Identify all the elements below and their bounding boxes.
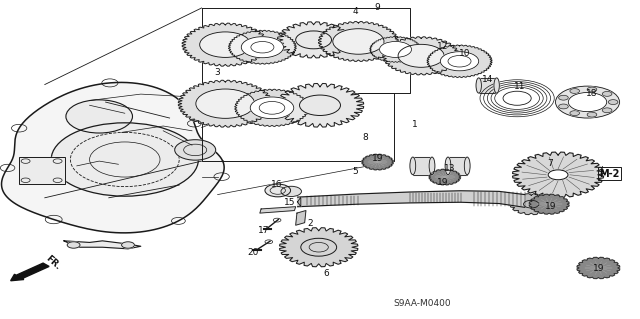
- Text: 3: 3: [215, 68, 220, 77]
- Text: 13: 13: [444, 164, 455, 173]
- Polygon shape: [429, 169, 461, 185]
- Ellipse shape: [429, 157, 435, 175]
- Text: 8: 8: [362, 133, 367, 142]
- Bar: [413, 157, 432, 175]
- Text: 18: 18: [586, 89, 598, 98]
- Circle shape: [200, 32, 251, 57]
- Circle shape: [570, 111, 580, 115]
- Circle shape: [570, 89, 580, 93]
- Text: 2: 2: [307, 219, 312, 228]
- Polygon shape: [298, 191, 525, 207]
- Circle shape: [251, 41, 274, 53]
- Circle shape: [296, 31, 332, 49]
- Text: FR.: FR.: [44, 253, 61, 271]
- Polygon shape: [513, 152, 604, 197]
- Text: 7: 7: [548, 159, 553, 168]
- Text: 19: 19: [372, 154, 383, 163]
- Circle shape: [51, 123, 198, 196]
- Ellipse shape: [476, 78, 481, 93]
- Polygon shape: [577, 257, 620, 278]
- Text: 5: 5: [353, 167, 358, 176]
- Text: 9: 9: [375, 3, 380, 11]
- Polygon shape: [277, 22, 350, 58]
- Circle shape: [559, 104, 568, 109]
- Circle shape: [398, 44, 444, 67]
- Bar: [479, 78, 497, 93]
- Circle shape: [602, 92, 612, 96]
- Circle shape: [175, 140, 216, 160]
- Text: S9AA-M0400: S9AA-M0400: [394, 299, 451, 308]
- Circle shape: [241, 37, 284, 58]
- Circle shape: [380, 41, 412, 57]
- Text: 19: 19: [545, 202, 556, 211]
- Bar: [448, 157, 467, 175]
- Circle shape: [440, 52, 479, 71]
- Ellipse shape: [465, 157, 470, 175]
- Polygon shape: [280, 228, 358, 267]
- Polygon shape: [427, 45, 492, 78]
- Polygon shape: [235, 89, 309, 126]
- Bar: [448, 157, 467, 175]
- Text: 17: 17: [258, 226, 269, 235]
- Polygon shape: [260, 207, 296, 213]
- Circle shape: [556, 86, 620, 118]
- Text: 14: 14: [482, 75, 493, 84]
- Circle shape: [67, 242, 80, 248]
- Circle shape: [548, 170, 568, 180]
- Circle shape: [587, 112, 596, 117]
- Polygon shape: [228, 30, 296, 64]
- Text: 19: 19: [437, 178, 449, 187]
- Circle shape: [333, 29, 384, 54]
- Circle shape: [602, 108, 612, 113]
- Polygon shape: [383, 37, 460, 75]
- Circle shape: [300, 95, 340, 115]
- Polygon shape: [1, 82, 224, 233]
- Polygon shape: [179, 80, 272, 127]
- Text: 6: 6: [324, 269, 329, 278]
- Text: 4: 4: [353, 7, 358, 16]
- Polygon shape: [64, 241, 141, 249]
- Text: 15: 15: [284, 198, 295, 207]
- Circle shape: [587, 87, 596, 92]
- Bar: [413, 157, 432, 175]
- Circle shape: [301, 238, 337, 256]
- Polygon shape: [276, 84, 364, 127]
- Circle shape: [66, 100, 132, 133]
- Circle shape: [503, 91, 531, 105]
- Polygon shape: [319, 22, 398, 61]
- Ellipse shape: [445, 157, 451, 175]
- Circle shape: [609, 100, 618, 105]
- Bar: [479, 78, 497, 93]
- Ellipse shape: [410, 157, 416, 175]
- Text: 20: 20: [248, 248, 259, 257]
- Polygon shape: [510, 194, 552, 215]
- Circle shape: [568, 93, 607, 112]
- Circle shape: [250, 97, 294, 119]
- Text: M-2: M-2: [599, 169, 620, 179]
- Text: 16: 16: [271, 180, 282, 189]
- Circle shape: [196, 89, 255, 118]
- Polygon shape: [362, 154, 394, 170]
- Text: 11: 11: [514, 82, 525, 91]
- Text: 12: 12: [437, 42, 449, 51]
- Polygon shape: [298, 197, 301, 207]
- Polygon shape: [370, 37, 421, 62]
- Bar: [19, 157, 65, 184]
- Polygon shape: [529, 194, 569, 214]
- Text: 1: 1: [412, 120, 417, 129]
- Circle shape: [122, 242, 134, 248]
- Polygon shape: [182, 23, 268, 66]
- Circle shape: [559, 95, 568, 100]
- Circle shape: [265, 184, 291, 197]
- Bar: [19, 157, 65, 184]
- Text: 19: 19: [593, 264, 604, 273]
- FancyArrow shape: [11, 263, 49, 281]
- Polygon shape: [296, 211, 306, 225]
- Circle shape: [524, 200, 539, 208]
- Ellipse shape: [494, 78, 499, 93]
- Circle shape: [281, 186, 301, 197]
- Text: 10: 10: [459, 49, 470, 58]
